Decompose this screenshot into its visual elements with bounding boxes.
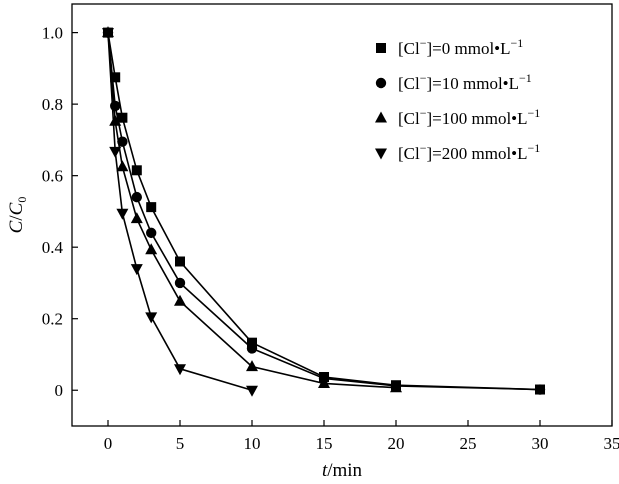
legend-label: [Cl−]=100 mmol•L−1 [398,106,540,128]
y-axis-label-den: C [6,202,27,215]
data-point [246,360,258,372]
data-point [146,227,157,239]
data-point [247,337,257,348]
data-point [116,160,129,172]
x-tick-label: 20 [388,434,405,453]
legend-legend-unit-sup: −1 [519,71,532,85]
y-tick-label: 1.0 [42,24,63,43]
legend-marker [375,77,387,89]
data-point [534,384,546,395]
y-axis-label-num: C [6,220,27,233]
legend-legend-unit-sup: −1 [511,36,524,50]
x-tick-label: 5 [176,434,185,453]
series-layer [102,26,546,397]
legend-entry: [Cl−]=100 mmol•L−1 [375,106,540,128]
data-point [131,165,142,176]
legend-legend-value: ]=10 [427,74,464,93]
data-point [390,381,402,393]
data-point [174,294,186,306]
data-point [117,112,128,123]
data-point [318,376,330,388]
data-point [174,277,186,289]
series-3 [102,28,258,397]
data-point [130,212,143,224]
y-tick-label: 0.2 [42,310,63,329]
legend-legend-prefix: [Cl [398,74,420,93]
legend-label: [Cl−]=200 mmol•L−1 [398,141,540,163]
y-tick-label: 0.4 [42,238,64,257]
data-point [146,202,157,213]
legend-legend-value: ]=100 [427,109,472,128]
legend-legend-sup: − [420,106,427,120]
data-point [116,208,129,220]
legend-marker [376,43,386,53]
legend-legend-unit-prefix: mmol•L [463,74,519,93]
series-line [107,32,253,392]
data-point [174,364,186,376]
legend-entry: [Cl−]=200 mmol•L−1 [375,141,540,163]
x-axis-label: t/min [322,460,363,481]
x-tick-label: 15 [316,434,333,453]
x-tick-label: 0 [104,434,113,453]
data-point [102,28,114,40]
data-point [246,385,258,397]
data-point [145,243,158,255]
legend-legend-unit-sup: −1 [528,141,541,155]
legend-legend-sup: − [420,36,427,50]
legend-legend-sup: − [420,141,427,155]
data-point [175,256,185,267]
legend-legend-value: ]=0 [427,39,455,58]
data-point [131,191,142,203]
y-tick-label: 0.6 [42,167,63,186]
legend-entry: [Cl−]=10 mmol•L−1 [375,71,532,93]
legend-marker [375,111,387,123]
data-point [145,312,158,324]
legend-legend-unit-prefix: mmol•L [472,144,528,163]
ticks: 0 5 10 15 20 25 30 35 0 0.2 0.4 0.6 0.8 1.0 [42,24,619,453]
data-point [130,264,143,276]
plot-frame [71,3,613,427]
x-axis-label-var: t [322,460,328,481]
y-axis-label-slash: / [6,215,27,221]
x-tick-label: 10 [244,434,261,453]
y-tick-label: 0.8 [42,95,63,114]
legend-legend-unit-prefix: mmol•L [455,39,511,58]
y-axis-label: C/C0 [6,197,29,234]
legend: [Cl−]=0 mmol•L−1[Cl−]=10 mmol•L−1[Cl−]=1… [375,36,540,163]
x-axis-label-unit: /min [327,460,362,481]
legend-legend-prefix: [Cl [398,109,420,128]
y-axis-label-den-sub: 0 [15,197,29,203]
data-point [117,136,128,147]
legend-legend-prefix: [Cl [398,144,420,163]
legend-label: [Cl−]=10 mmol•L−1 [398,71,532,93]
legend-label: [Cl−]=0 mmol•L−1 [398,36,523,58]
y-tick-label: 0 [55,381,64,400]
data-point [246,343,258,354]
legend-legend-prefix: [Cl [398,39,420,58]
legend-legend-sup: − [420,71,427,85]
x-tick-label: 30 [532,434,549,453]
x-tick-label: 35 [604,434,619,453]
series-2 [102,26,402,393]
data-point [110,72,121,83]
legend-legend-value: ]=200 [427,144,472,163]
data-point [109,114,122,126]
x-tick-label: 25 [460,434,477,453]
legend-legend-unit-sup: −1 [528,106,541,120]
legend-legend-unit-prefix: mmol•L [472,109,528,128]
data-point [109,146,122,158]
legend-marker [375,148,387,160]
series-line [107,32,541,391]
legend-entry: [Cl−]=0 mmol•L−1 [376,36,523,58]
